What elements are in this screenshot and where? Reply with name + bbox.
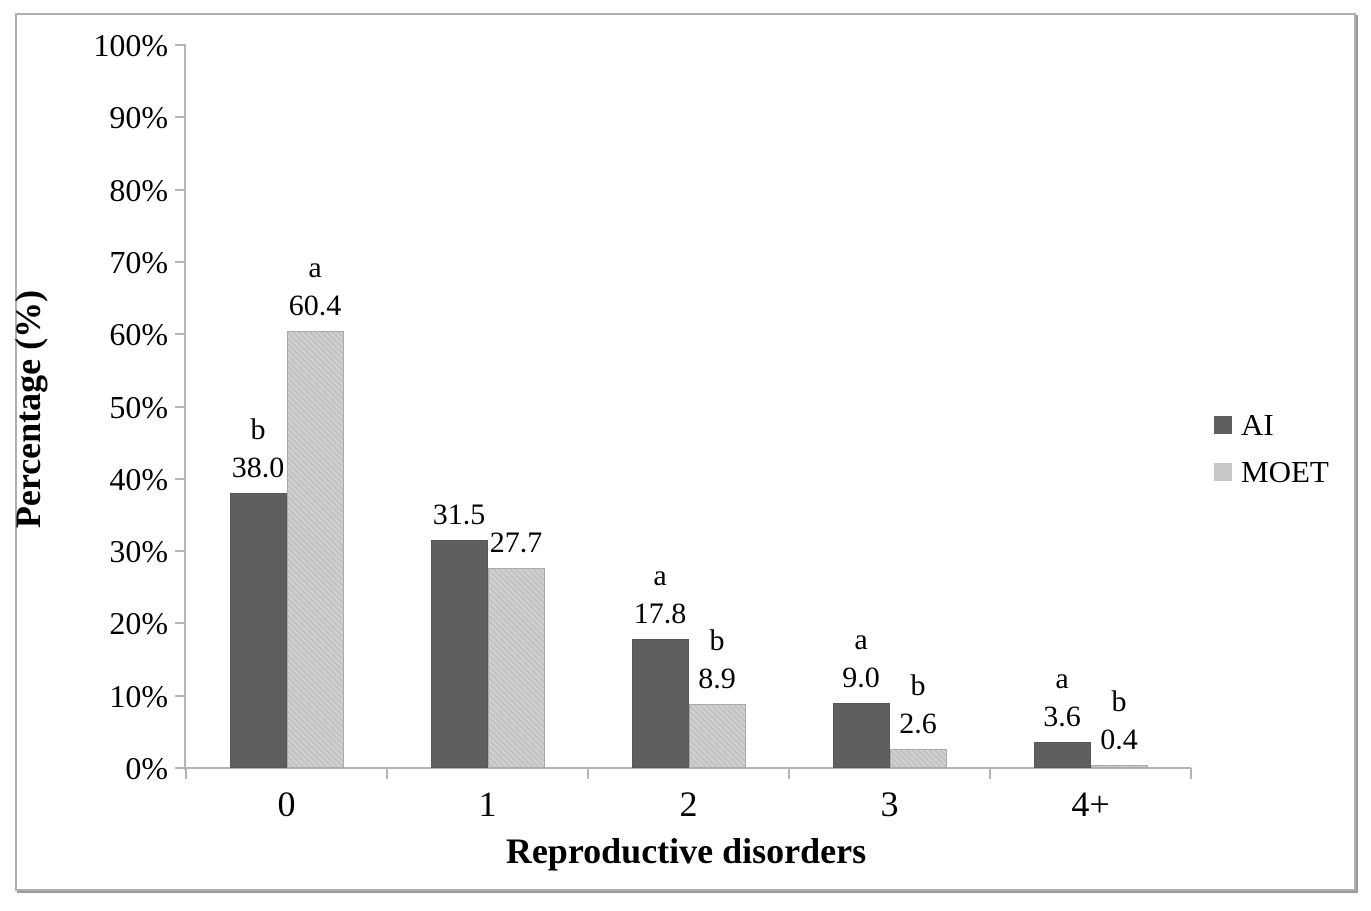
y-tick-label: 80% xyxy=(109,171,168,208)
bar-value-label: 8.9 xyxy=(698,661,736,695)
bar-label-moet-cat1: 27.7 xyxy=(441,524,591,562)
y-tick-mark xyxy=(175,477,186,480)
y-axis-title: Percentage (%) xyxy=(8,289,48,529)
y-axis-line xyxy=(184,45,186,770)
x-tick-label: 0 xyxy=(277,784,296,824)
y-tick-label: 70% xyxy=(109,243,168,280)
bar-ai-cat2 xyxy=(631,639,689,768)
y-tick-label: 0% xyxy=(125,750,168,786)
bar-moet-cat3 xyxy=(889,749,947,768)
bar-label-moet-cat4+: b 0.4 xyxy=(1044,683,1194,759)
bar-value-label: 38.0 xyxy=(231,451,285,485)
legend-item-moet: MOET xyxy=(1214,455,1329,489)
bar-label-moet-cat2: b 8.9 xyxy=(642,622,792,698)
y-tick-mark xyxy=(175,405,186,408)
y-tick-label: 100% xyxy=(93,27,168,63)
x-axis-line xyxy=(175,767,1191,769)
bar-value-label: 9.0 xyxy=(842,660,880,694)
y-tick-label: 30% xyxy=(109,533,168,570)
x-tick-mark xyxy=(185,768,187,779)
y-tick-label: 50% xyxy=(109,388,168,425)
x-tick-mark xyxy=(587,768,589,779)
bar-value-label: 60.4 xyxy=(288,289,342,323)
bar-ai-cat4+ xyxy=(1033,741,1091,768)
bar-moet-cat4+ xyxy=(1090,765,1148,768)
y-tick-mark xyxy=(175,622,186,625)
bar-label-ai-cat0: b 38.0 xyxy=(183,411,333,487)
y-tick-mark xyxy=(175,260,186,263)
bar-value-label: 0.4 xyxy=(1100,723,1138,757)
y-tick-mark xyxy=(175,188,186,191)
bar-value-label: 3.6 xyxy=(1043,699,1081,733)
y-tick-mark xyxy=(175,116,186,119)
bar-moet-cat1 xyxy=(487,567,545,768)
legend-swatch-icon xyxy=(1214,416,1232,434)
significance-letter: a xyxy=(308,251,322,285)
bar-moet-cat2 xyxy=(688,703,746,768)
significance-letter: b xyxy=(1111,685,1127,719)
x-tick-label: 3 xyxy=(880,784,899,824)
significance-letter: a xyxy=(653,559,667,593)
y-tick-mark xyxy=(175,44,186,46)
legend-swatch-icon xyxy=(1214,463,1232,481)
significance-letter: b xyxy=(250,413,266,447)
bar-moet-cat0 xyxy=(286,331,344,768)
legend-label: MOET xyxy=(1241,454,1329,489)
bar-value-label: 2.6 xyxy=(899,707,937,741)
legend: AI MOET xyxy=(1214,408,1329,502)
y-tick-mark xyxy=(175,767,186,769)
x-tick-label: 4+ xyxy=(1071,784,1110,824)
x-tick-mark xyxy=(1190,768,1192,779)
x-tick-label: 1 xyxy=(478,784,497,824)
y-tick-label: 20% xyxy=(109,605,168,642)
significance-letter: b xyxy=(709,623,725,657)
y-tick-label: 40% xyxy=(109,460,168,497)
x-tick-mark xyxy=(788,768,790,779)
bar-label-ai-cat1: 31.5 xyxy=(384,496,534,534)
bar-label-ai-cat4+: a 3.6 xyxy=(987,660,1137,736)
x-tick-mark xyxy=(386,768,388,779)
y-tick-mark xyxy=(175,550,186,553)
bar-label-ai-cat2: a 17.8 xyxy=(585,557,735,633)
bar-label-ai-cat3: a 9.0 xyxy=(786,621,936,697)
bar-label-moet-cat3: b 2.6 xyxy=(843,667,993,743)
bar-value-label: 31.5 xyxy=(432,498,486,532)
bar-label-moet-cat0: a 60.4 xyxy=(240,249,390,325)
x-axis-title: Reproductive disorders xyxy=(505,831,867,871)
y-tick-mark xyxy=(175,694,186,697)
bar-ai-cat3 xyxy=(832,702,890,768)
significance-letter: b xyxy=(910,669,926,703)
bar-ai-cat1 xyxy=(430,540,488,768)
x-tick-label: 2 xyxy=(679,784,698,824)
significance-letter: a xyxy=(854,622,868,656)
significance-letter: a xyxy=(1055,661,1069,695)
bar-value-label: 27.7 xyxy=(489,525,543,559)
y-tick-label: 10% xyxy=(109,677,168,714)
y-tick-label: 60% xyxy=(109,316,168,353)
y-tick-label: 90% xyxy=(109,99,168,136)
x-tick-mark xyxy=(989,768,991,779)
bar-value-label: 17.8 xyxy=(633,597,687,631)
legend-label: AI xyxy=(1241,407,1274,442)
bar-ai-cat0 xyxy=(229,493,287,768)
y-tick-mark xyxy=(175,333,186,336)
legend-item-ai: AI xyxy=(1214,408,1329,442)
